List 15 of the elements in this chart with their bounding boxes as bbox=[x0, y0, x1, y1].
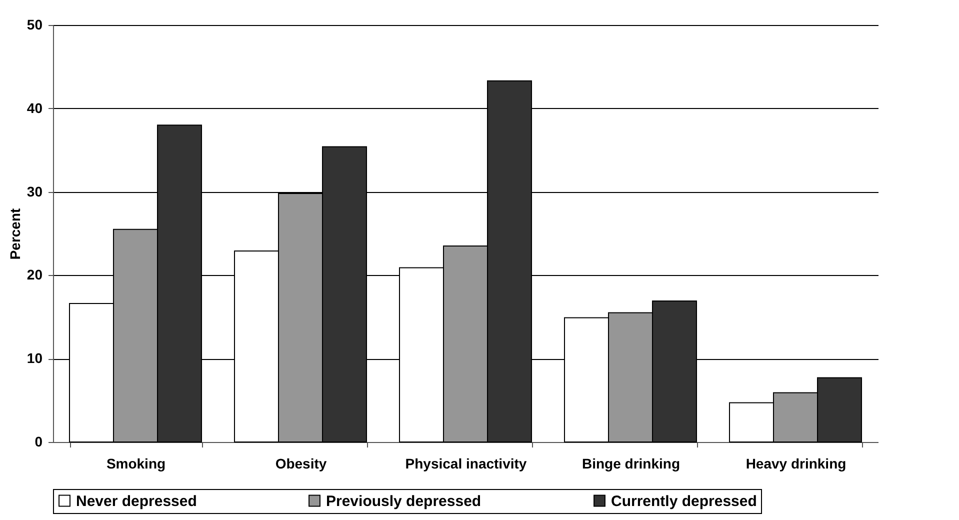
legend-label: Previously depressed bbox=[326, 492, 482, 510]
y-tick-label: 20 bbox=[26, 266, 43, 283]
y-tick-label: 30 bbox=[26, 183, 43, 200]
y-tick-label: 10 bbox=[26, 350, 43, 366]
x-tick-label: Smoking bbox=[106, 456, 166, 472]
x-tick-label: Physical inactivity bbox=[405, 456, 527, 472]
legend-label: Currently depressed bbox=[611, 492, 757, 510]
legend-label: Never depressed bbox=[76, 492, 197, 510]
y-axis-title: Percent bbox=[6, 208, 23, 260]
x-tick-label: Binge drinking bbox=[582, 456, 680, 472]
x-tick-label: Heavy drinking bbox=[746, 456, 846, 472]
y-tick-label: 0 bbox=[34, 434, 43, 450]
y-tick-label: 50 bbox=[26, 16, 43, 32]
y-tick-label: 40 bbox=[26, 100, 43, 116]
x-tick-label: Obesity bbox=[275, 456, 327, 472]
